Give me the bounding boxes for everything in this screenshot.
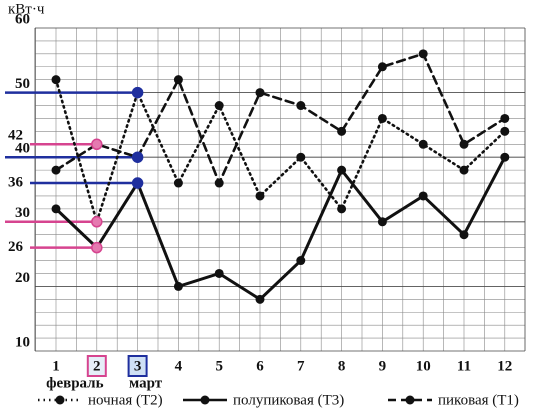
data-point [459, 230, 469, 240]
y-axis-label: кВт·ч [8, 1, 45, 17]
data-point [337, 204, 347, 214]
data-point [214, 101, 224, 111]
highlight-label: 26 [8, 239, 24, 255]
x-tick-label: 7 [297, 358, 305, 374]
data-point [91, 216, 103, 228]
data-point [214, 178, 224, 188]
data-point [418, 139, 428, 149]
data-point [255, 88, 265, 98]
data-point [51, 75, 61, 85]
data-point [500, 113, 510, 123]
data-point [296, 101, 306, 111]
legend-marker [55, 395, 65, 405]
data-point [500, 126, 510, 136]
x-tick-label: 9 [379, 358, 387, 374]
x-tick-label: 8 [338, 358, 346, 374]
data-point [91, 138, 103, 151]
x-tick-label: 5 [215, 358, 223, 374]
series-line [54, 155, 507, 302]
series-line [54, 52, 507, 187]
data-point [131, 151, 144, 163]
data-point [131, 86, 144, 99]
data-point [51, 204, 61, 214]
annotation-label: март [129, 375, 163, 391]
data-point [255, 191, 265, 201]
data-point [377, 217, 387, 227]
legend-label: ночная (Т2) [88, 392, 163, 408]
data-point [459, 165, 469, 175]
x-tick-label: 2 [93, 358, 101, 374]
x-tick-label: 11 [457, 358, 471, 374]
data-point [418, 191, 428, 201]
x-tick-label: 12 [497, 358, 512, 374]
data-point [337, 165, 347, 175]
data-point [337, 126, 347, 136]
data-point [377, 113, 387, 123]
data-point [51, 165, 61, 175]
data-point [377, 62, 387, 72]
highlight-label: 36 [8, 174, 24, 190]
y-tick-label: 50 [15, 76, 30, 92]
highlight-label: 42 [8, 128, 23, 144]
x-tick-label: 1 [52, 358, 60, 374]
x-tick-label: 4 [175, 358, 183, 374]
legend-label: пиковая (Т1) [438, 392, 519, 408]
data-point [131, 177, 144, 189]
category-box [86, 355, 107, 377]
x-tick-label: 3 [134, 358, 142, 374]
y-tick-label: 40 [15, 141, 30, 157]
legend-marker [200, 395, 210, 405]
y-tick-label: 60 [15, 11, 30, 27]
y-tick-label: 30 [15, 205, 30, 221]
x-tick-label: 10 [416, 358, 431, 374]
series-line [54, 78, 507, 227]
data-point [173, 75, 183, 85]
data-point [173, 281, 183, 291]
data-point [418, 49, 428, 59]
y-tick-label: 10 [15, 334, 30, 350]
data-point [296, 256, 306, 266]
data-point [500, 152, 510, 162]
data-point [214, 268, 224, 278]
category-box [127, 355, 148, 377]
data-point [255, 294, 265, 304]
data-point [91, 241, 103, 254]
y-tick-label: 20 [15, 270, 30, 286]
x-tick-label: 6 [256, 358, 264, 374]
data-point [173, 178, 183, 188]
annotation-label: февраль [46, 375, 104, 391]
data-point [296, 152, 306, 162]
legend-marker [405, 395, 415, 405]
legend-label: полупиковая (Т3) [233, 392, 344, 408]
data-point [459, 139, 469, 149]
